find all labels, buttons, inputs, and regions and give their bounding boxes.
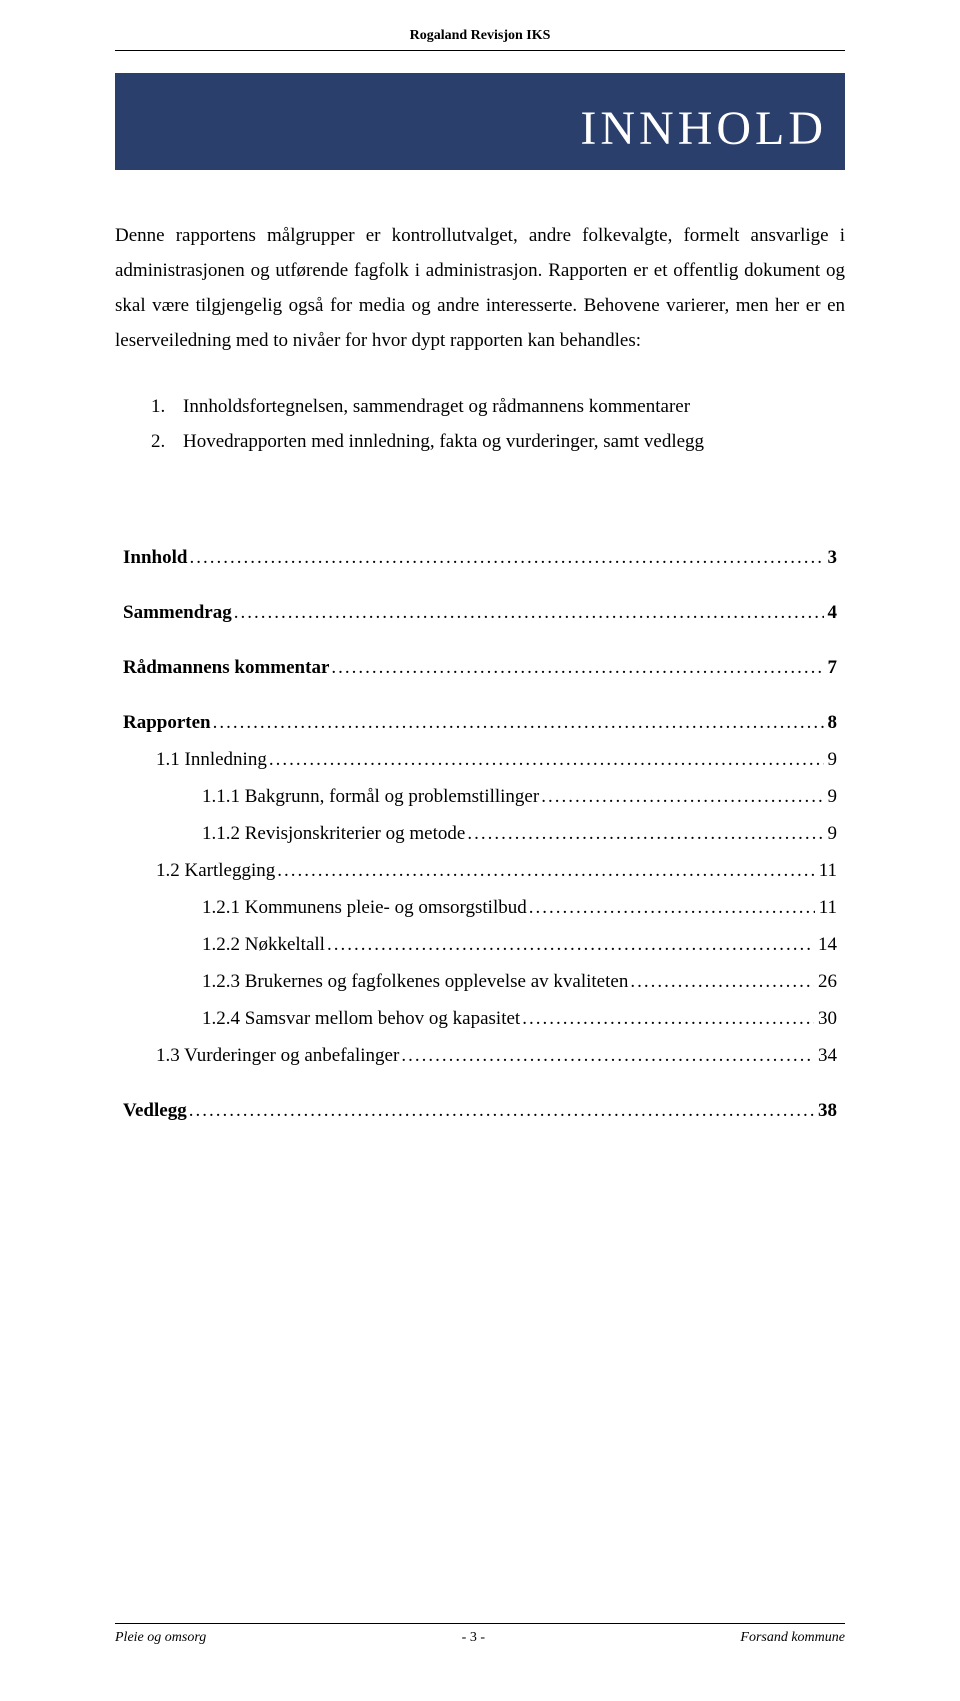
toc-entry: 1.2.2 Nøkkeltall 14 bbox=[123, 926, 837, 963]
toc-leader-dots bbox=[187, 1092, 814, 1129]
toc-entry: 1.1.2 Revisjonskriterier og metode 9 bbox=[123, 815, 837, 852]
toc-leader-dots bbox=[211, 704, 824, 741]
toc-leader-dots bbox=[325, 926, 814, 963]
toc-leader-dots bbox=[187, 539, 823, 576]
toc-entry: Rådmannens kommentar 7 bbox=[123, 649, 837, 686]
toc-entry: Rapporten 8 bbox=[123, 704, 837, 741]
toc-leader-dots bbox=[527, 889, 815, 926]
toc-label: 1.2.2 Nøkkeltall bbox=[123, 926, 325, 963]
toc-label: Vedlegg bbox=[123, 1092, 187, 1129]
toc-label: Sammendrag bbox=[123, 594, 232, 631]
toc-page-number: 9 bbox=[824, 741, 838, 778]
list-item: 1. Innholdsfortegnelsen, sammendraget og… bbox=[151, 389, 845, 424]
header-org: Rogaland Revisjon IKS bbox=[410, 28, 551, 43]
toc-leader-dots bbox=[399, 1037, 814, 1074]
toc-entry: Innhold 3 bbox=[123, 539, 837, 576]
toc-label: Innhold bbox=[123, 539, 187, 576]
list-text: Innholdsfortegnelsen, sammendraget og rå… bbox=[183, 389, 690, 424]
toc-entry: 1.3 Vurderinger og anbefalinger 34 bbox=[123, 1037, 837, 1074]
toc-page-number: 9 bbox=[824, 815, 838, 852]
page-footer: Pleie og omsorg - 3 - Forsand kommune bbox=[115, 1623, 845, 1646]
footer-left: Pleie og omsorg bbox=[115, 1630, 206, 1646]
toc-entry: Sammendrag 4 bbox=[123, 594, 837, 631]
toc-entry: 1.1 Innledning 9 bbox=[123, 741, 837, 778]
table-of-contents: Innhold 3 Sammendrag 4 Rådmannens kommentar 7… bbox=[115, 539, 845, 1130]
toc-leader-dots bbox=[465, 815, 823, 852]
toc-label: 1.1.2 Revisjonskriterier og metode bbox=[123, 815, 465, 852]
toc-label: 1.3 Vurderinger og anbefalinger bbox=[123, 1037, 399, 1074]
toc-entry: 1.2 Kartlegging 11 bbox=[123, 852, 837, 889]
toc-page-number: 8 bbox=[824, 704, 838, 741]
toc-label: 1.2.4 Samsvar mellom behov og kapasitet bbox=[123, 1000, 520, 1037]
list-number: 1. bbox=[151, 389, 169, 424]
document-title-bar: INNHOLD bbox=[115, 73, 845, 170]
toc-leader-dots bbox=[628, 963, 814, 1000]
toc-page-number: 34 bbox=[814, 1037, 837, 1074]
toc-page-number: 14 bbox=[814, 926, 837, 963]
intro-paragraph: Denne rapportens målgrupper er kontrollu… bbox=[115, 218, 845, 359]
toc-label: Rapporten bbox=[123, 704, 211, 741]
toc-entry: 1.2.4 Samsvar mellom behov og kapasitet 3… bbox=[123, 1000, 837, 1037]
toc-entry: Vedlegg 38 bbox=[123, 1092, 837, 1129]
toc-label: 1.2.3 Brukernes og fagfolkenes opplevels… bbox=[123, 963, 628, 1000]
toc-page-number: 3 bbox=[824, 539, 838, 576]
toc-label: Rådmannens kommentar bbox=[123, 649, 329, 686]
toc-page-number: 26 bbox=[814, 963, 837, 1000]
toc-label: 1.1.1 Bakgrunn, formål og problemstillin… bbox=[123, 778, 539, 815]
toc-page-number: 7 bbox=[824, 649, 838, 686]
list-number: 2. bbox=[151, 424, 169, 459]
toc-label: 1.1 Innledning bbox=[123, 741, 267, 778]
toc-leader-dots bbox=[520, 1000, 814, 1037]
document-title: INNHOLD bbox=[580, 102, 827, 155]
page-header: Rogaland Revisjon IKS bbox=[115, 28, 845, 51]
toc-page-number: 11 bbox=[815, 852, 837, 889]
toc-page-number: 30 bbox=[814, 1000, 837, 1037]
toc-leader-dots bbox=[267, 741, 824, 778]
toc-label: 1.2.1 Kommunens pleie- og omsorgstilbud bbox=[123, 889, 527, 926]
toc-leader-dots bbox=[539, 778, 823, 815]
toc-leader-dots bbox=[232, 594, 824, 631]
toc-entry: 1.2.3 Brukernes og fagfolkenes opplevels… bbox=[123, 963, 837, 1000]
toc-entry: 1.2.1 Kommunens pleie- og omsorgstilbud 1… bbox=[123, 889, 837, 926]
reading-levels-list: 1. Innholdsfortegnelsen, sammendraget og… bbox=[151, 389, 845, 459]
toc-leader-dots bbox=[275, 852, 814, 889]
toc-page-number: 4 bbox=[824, 594, 838, 631]
list-text: Hovedrapporten med innledning, fakta og … bbox=[183, 424, 704, 459]
toc-label: 1.2 Kartlegging bbox=[123, 852, 275, 889]
toc-entry: 1.1.1 Bakgrunn, formål og problemstillin… bbox=[123, 778, 837, 815]
toc-page-number: 9 bbox=[824, 778, 838, 815]
toc-page-number: 38 bbox=[814, 1092, 837, 1129]
footer-page-number: - 3 - bbox=[462, 1630, 485, 1646]
toc-leader-dots bbox=[329, 649, 823, 686]
toc-page-number: 11 bbox=[815, 889, 837, 926]
list-item: 2. Hovedrapporten med innledning, fakta … bbox=[151, 424, 845, 459]
footer-right: Forsand kommune bbox=[740, 1630, 845, 1646]
